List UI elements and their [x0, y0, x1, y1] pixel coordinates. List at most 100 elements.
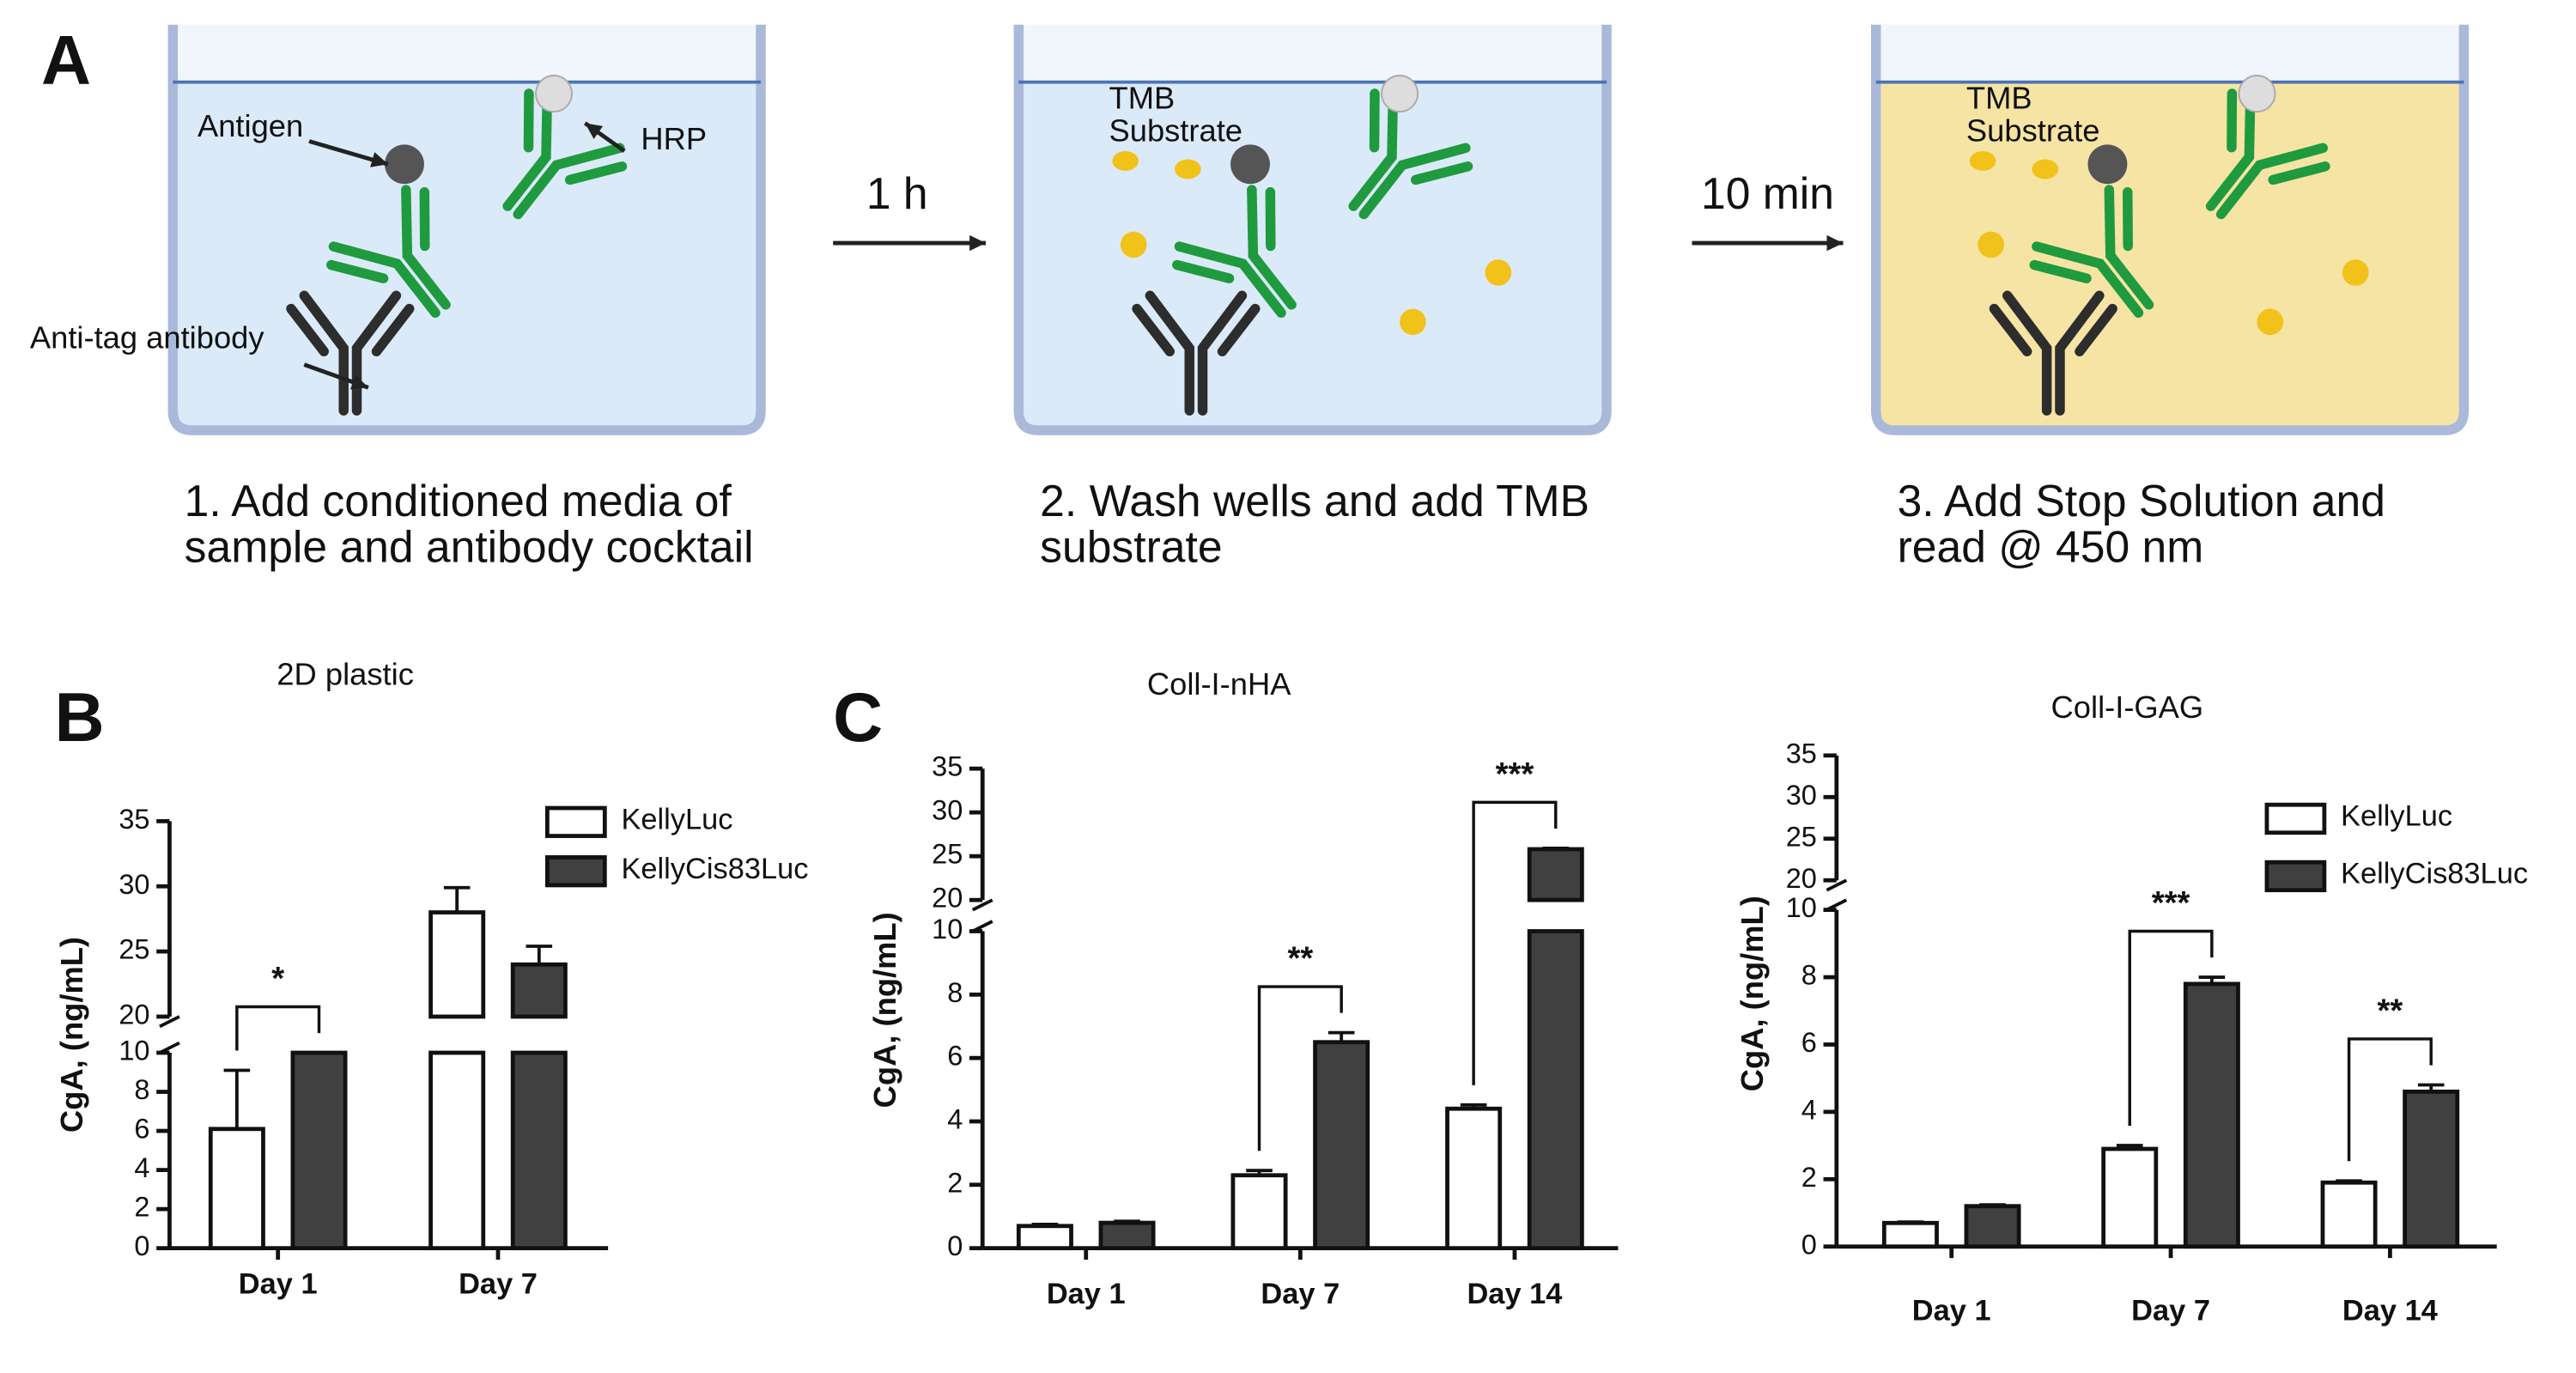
error-bar [1031, 1223, 1059, 1226]
step-caption: 2. Wash wells and add TMB [1040, 476, 1589, 526]
bar-lower [208, 1127, 265, 1251]
y-tick-label: 0 [134, 1230, 149, 1261]
error-bar [2198, 975, 2226, 984]
step-caption: read @ 450 nm [1898, 521, 2204, 571]
y-tick-label: 30 [932, 795, 963, 826]
legend-swatch [2264, 860, 2327, 893]
x-tick-label: Day 7 [459, 1268, 538, 1301]
antibody [1132, 290, 1261, 416]
arrow-label: 10 min [1701, 168, 1834, 218]
well-wall [1871, 24, 2470, 435]
label-tmb: TMB [1109, 80, 1176, 115]
error-bar [223, 1068, 251, 1129]
tmb-dot [1175, 159, 1201, 179]
antibody-chain [419, 187, 430, 252]
bar-lower [2403, 1089, 2460, 1249]
antibody-chain [401, 185, 451, 310]
bar-lower [1881, 1220, 1939, 1249]
y-tick-label: 4 [1801, 1094, 1817, 1125]
antibody-chain [1358, 143, 1471, 220]
antibody-chain [523, 88, 534, 153]
antibody-chain [2227, 88, 2238, 153]
well-top [1875, 24, 2464, 84]
antibody [326, 185, 451, 319]
y-axis-label: CgA, (ng/mL) [1735, 896, 1770, 1091]
bar-lower [290, 1050, 348, 1251]
tmb-dot [2032, 159, 2059, 179]
bar [2101, 1146, 2159, 1249]
antibody-chain [1369, 88, 1380, 153]
x-tick-label: Day 1 [1047, 1278, 1126, 1310]
antibody-chain [2002, 290, 2052, 416]
antibody [1172, 185, 1297, 319]
antigen [1230, 144, 1270, 185]
y-tick-label: 30 [1786, 780, 1817, 811]
label-tmb: Substrate [1109, 113, 1243, 149]
y-tick-label: 4 [947, 1104, 963, 1135]
antibody-chain [2268, 161, 2330, 185]
error-bar [1460, 1103, 1487, 1109]
tmb-dot [1485, 259, 1512, 286]
error-bar [1114, 1219, 1140, 1224]
error-bar [526, 945, 553, 965]
bar [1881, 1220, 1939, 1249]
error-bar [1979, 1203, 2006, 1207]
arrow-label: 1 h [866, 168, 928, 218]
antibody-chain [1348, 86, 1399, 211]
antibody-chain [1989, 303, 2032, 357]
y-tick-label: 35 [118, 804, 149, 835]
antibody-chain [326, 259, 389, 283]
bar-lower [1230, 1173, 1288, 1251]
bar [1445, 1106, 1503, 1251]
bar-lower [1964, 1204, 2021, 1249]
bar-lower [1527, 929, 1584, 1251]
y-axis-label: CgA, (ng/mL) [54, 937, 89, 1133]
well-top [173, 24, 762, 84]
significance-label: *** [2152, 884, 2190, 921]
significance-label: ** [2378, 992, 2403, 1029]
well-top [1018, 24, 1607, 84]
y-tick-label: 35 [1786, 738, 1817, 769]
step-caption: sample and antibody cocktail [185, 521, 754, 571]
bar-lower [510, 1050, 568, 1251]
y-tick-label: 10 [932, 914, 963, 945]
antibody-chain [2104, 185, 2154, 310]
label-hrp: HRP [641, 121, 707, 156]
x-tick-label: Day 14 [1467, 1278, 1562, 1310]
tmb-dot [1969, 150, 1996, 171]
antibody [286, 290, 415, 416]
well-wall [1013, 24, 1612, 435]
arrow-head [585, 123, 604, 139]
antibody-chain [1172, 259, 1235, 283]
antibody-chain [1247, 185, 1297, 310]
bar [1964, 1204, 2021, 1249]
y-tick-label: 8 [1801, 960, 1817, 991]
antibody [2029, 185, 2154, 319]
significance-bracket [1257, 985, 1343, 1151]
hrp [1381, 75, 1419, 113]
antibody-chain [1217, 303, 1261, 357]
axis-break [971, 898, 993, 912]
antibody [502, 86, 628, 220]
bar [2403, 1089, 2460, 1249]
label-tmb: TMB [1966, 80, 2032, 115]
step-caption: 3. Add Stop Solution and [1898, 476, 2385, 526]
label-anti-tag: Anti-tag antibody [30, 320, 264, 355]
antigen [385, 144, 424, 185]
y-tick-label: 2 [947, 1167, 963, 1198]
well-liquid [1875, 82, 2464, 428]
antibody-chain [351, 290, 402, 416]
antibody [1989, 290, 2117, 416]
antibody-chain [2215, 143, 2329, 220]
y-tick-label: 0 [1801, 1229, 1817, 1260]
antibody-chain [2032, 241, 2144, 319]
significance-label: *** [1496, 756, 1534, 793]
antibody-chain [2055, 290, 2105, 416]
y-tick-label: 8 [947, 977, 963, 1008]
well [1013, 24, 1612, 435]
y-tick-label: 6 [134, 1114, 149, 1145]
y-tick-label: 25 [118, 934, 149, 965]
legend-swatch [544, 855, 607, 888]
x-tick-label: Day 14 [2342, 1294, 2438, 1327]
y-tick-label: 2 [134, 1192, 149, 1223]
